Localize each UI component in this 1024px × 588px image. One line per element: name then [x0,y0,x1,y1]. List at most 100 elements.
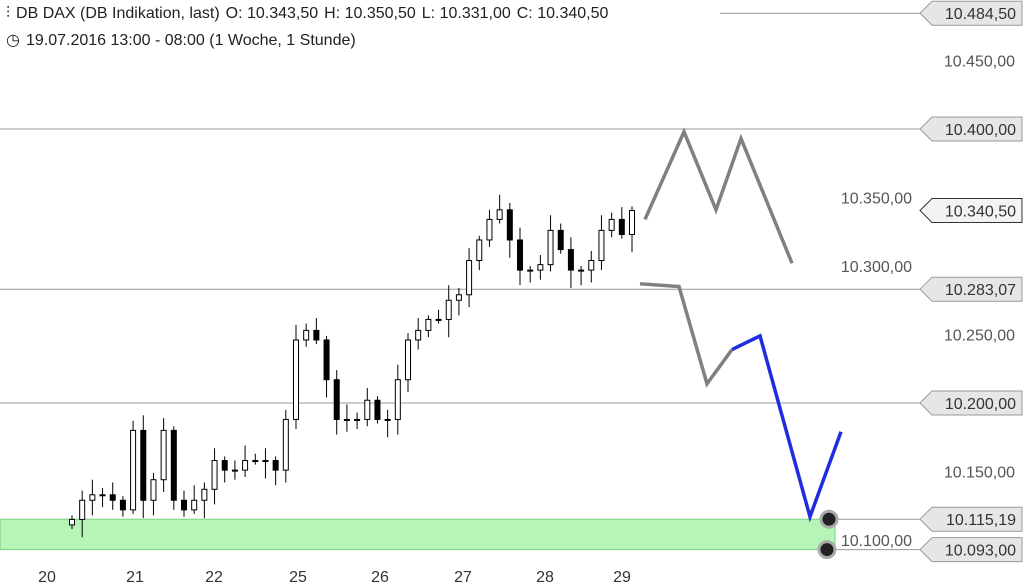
candle-body [445,299,452,320]
candle-body [567,249,574,271]
candle-body [598,229,605,262]
price-tag: 10.400,00 [919,116,1023,142]
projection-line [731,333,843,523]
candle-body [313,329,320,341]
candle-body [394,379,401,420]
candle-body [252,460,259,463]
price-tag: 10.283,07 [919,276,1023,302]
candle-body [608,218,615,231]
header-period-line: ◷ 19.07.2016 13:00 - 08:00 (1 Woche, 1 St… [6,30,366,50]
candle-body [557,229,564,251]
candle-body [588,260,595,271]
price-tag-label: 10.115,19 [946,512,1016,529]
candle-body [354,418,361,421]
candle-body [578,269,585,272]
candle-body [181,499,187,511]
candle-body [343,418,350,421]
price-tag-label: 10.283,07 [945,282,1016,299]
high-value: H: 10.350,50 [324,5,416,22]
open-value: O: 10.343,50 [225,5,319,22]
price-tag: 10.093,00 [919,537,1023,563]
price-tag-shape [919,276,1023,302]
candle-body [496,209,503,220]
candle-body [170,429,177,501]
price-tag: 10.484,50 [919,0,1023,26]
projection-line [639,282,734,388]
x-tick-label: 20 [38,569,56,586]
candle-body [79,499,86,520]
y-tick-label: 10.100,00 [841,533,912,550]
price-tag-label: 10.400,00 [945,122,1016,139]
candle-body [476,239,483,262]
candle-body [374,399,381,420]
price-tag-label: 10.200,00 [945,396,1016,413]
candle-body [231,469,238,472]
support-zone [0,518,836,551]
candle-body [221,460,228,471]
candle-body [537,264,544,271]
x-tick-label: 21 [126,569,144,586]
x-tick-label: 22 [205,569,223,586]
candle-body [150,479,157,501]
candle-body [629,210,635,235]
candle-body [618,218,625,235]
x-tick-label: 25 [289,569,307,586]
candle-body [517,239,523,271]
candle-body [303,329,310,341]
candle-body [506,209,513,241]
y-tick-label: 10.150,00 [944,465,1015,482]
header-instrument-line: ⫶ DB DAX (DB Indikation, last) O: 10.343,5… [6,5,619,23]
instrument-name: DB DAX (DB Indikation, last) [16,5,220,22]
candle-body [262,460,269,463]
price-tag-shape [919,537,1023,563]
price-tag-shape [919,390,1023,416]
candle-body [89,494,96,501]
y-tick-label: 10.350,00 [841,191,912,208]
candlestick-icon: ⫶ [6,5,11,22]
candle-body [486,218,493,241]
price-tag: 10.115,19 [919,506,1023,532]
clock-icon: ◷ [6,32,20,49]
candle-body [109,494,116,501]
candle-body [140,429,147,501]
candle-body [405,339,411,381]
candle-body [69,518,75,526]
low-value: L: 10.331,00 [421,5,511,22]
candle-body [455,294,462,301]
candle-body [466,260,473,296]
x-tick-label: 29 [613,569,631,586]
price-tag-shape [919,506,1023,532]
candle-body [527,269,534,272]
price-tag: 10.340,50 [919,198,1023,224]
price-tag-shape [919,116,1023,142]
candle-body [99,494,106,497]
y-tick-label: 10.300,00 [841,259,912,276]
candle-body [415,329,422,341]
price-tag-shape [919,0,1023,26]
candle-body [191,499,198,511]
candle-body [333,379,340,420]
price-tag-label: 10.340,50 [945,204,1016,221]
candle-body [293,339,299,420]
price-tag-shape [919,198,1023,224]
candle-body [323,339,330,381]
level-marker [817,540,837,560]
period-text: 19.07.2016 13:00 - 08:00 (1 Woche, 1 Stu… [25,32,356,49]
projection-line [643,127,794,264]
x-tick-label: 28 [536,569,554,586]
candle-body [547,229,554,266]
x-tick-label: 26 [371,569,389,586]
candle-body [282,418,289,471]
close-value: C: 10.340,50 [516,5,609,22]
candle-body [119,499,126,511]
candle-body [201,488,208,501]
level-marker [819,509,839,529]
price-tag-label: 10.484,50 [945,6,1016,23]
candle-body [130,429,137,511]
candle-body [364,399,371,420]
candle-body [211,460,218,490]
y-tick-label: 10.450,00 [944,54,1015,71]
candle-body [242,460,249,471]
candle-body [435,318,442,321]
